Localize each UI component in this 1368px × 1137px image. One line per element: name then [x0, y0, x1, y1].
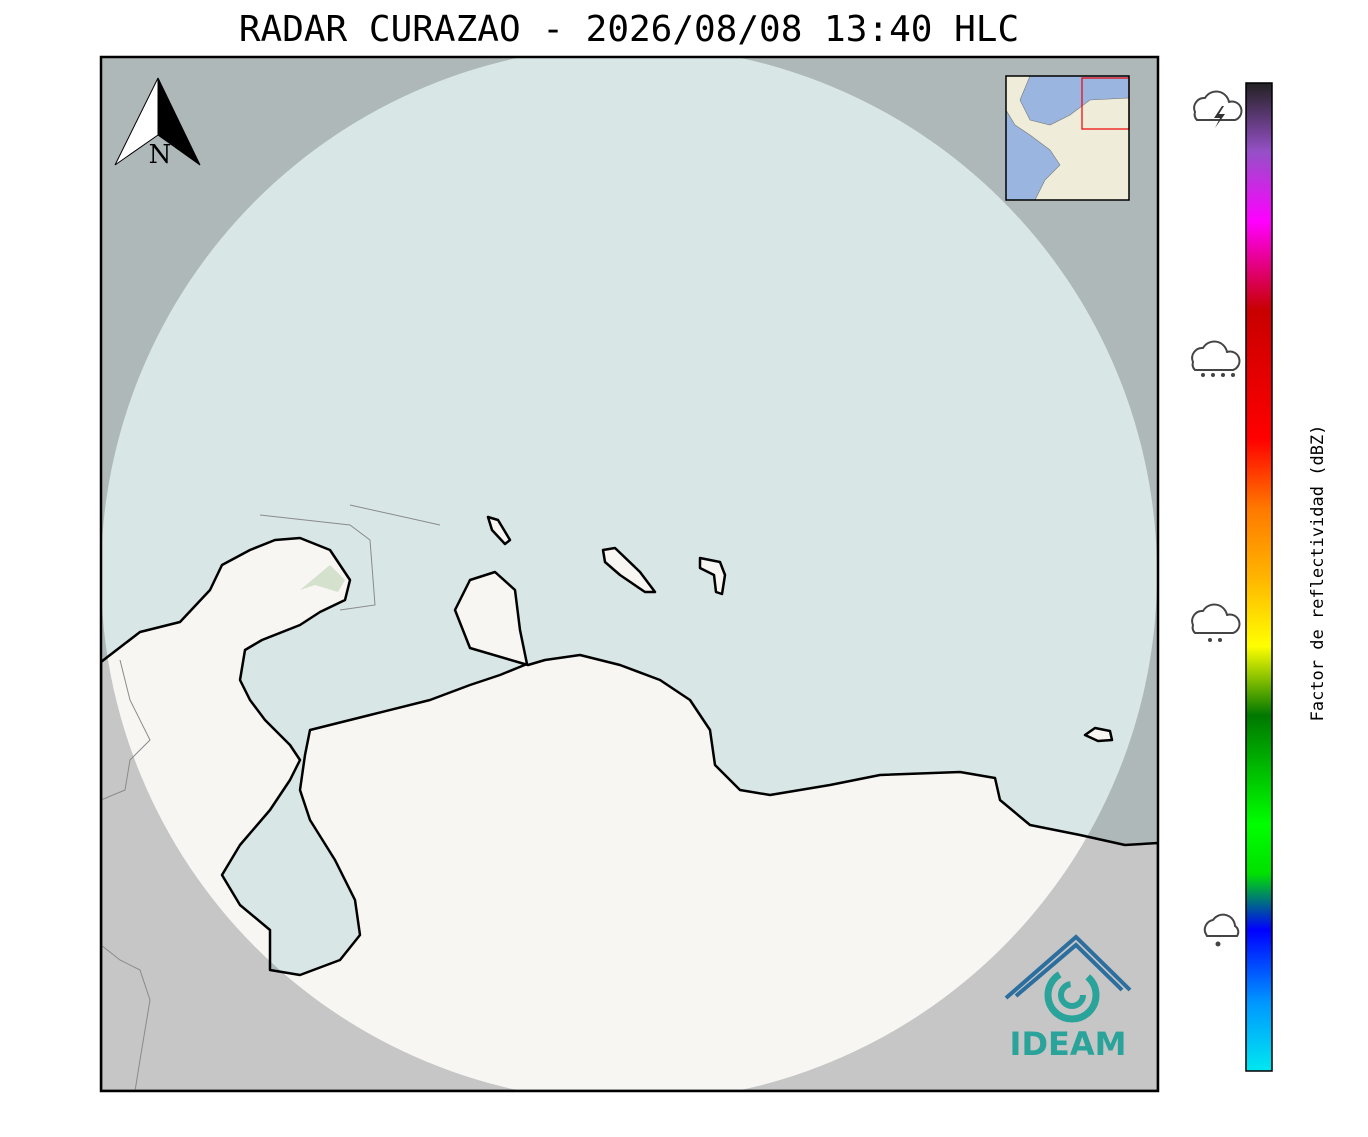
north-arrow: N [114, 77, 201, 170]
map-frame [99, 55, 1160, 1093]
inset-map [1005, 75, 1130, 201]
map: N IDEAM [101, 57, 1158, 1091]
logo: IDEAM [1004, 934, 1132, 1063]
logo-text: IDEAM [1010, 1025, 1127, 1063]
colorbar: Factor de reflectividad (dBZ) [1245, 82, 1328, 1072]
colorbar-label: Factor de reflectividad (dBZ) [1308, 425, 1328, 722]
title: RADAR CURAZAO - 2026/08/08 13:40 HLC [239, 9, 1019, 50]
north-label: N [149, 140, 172, 170]
legend [1191, 90, 1243, 947]
